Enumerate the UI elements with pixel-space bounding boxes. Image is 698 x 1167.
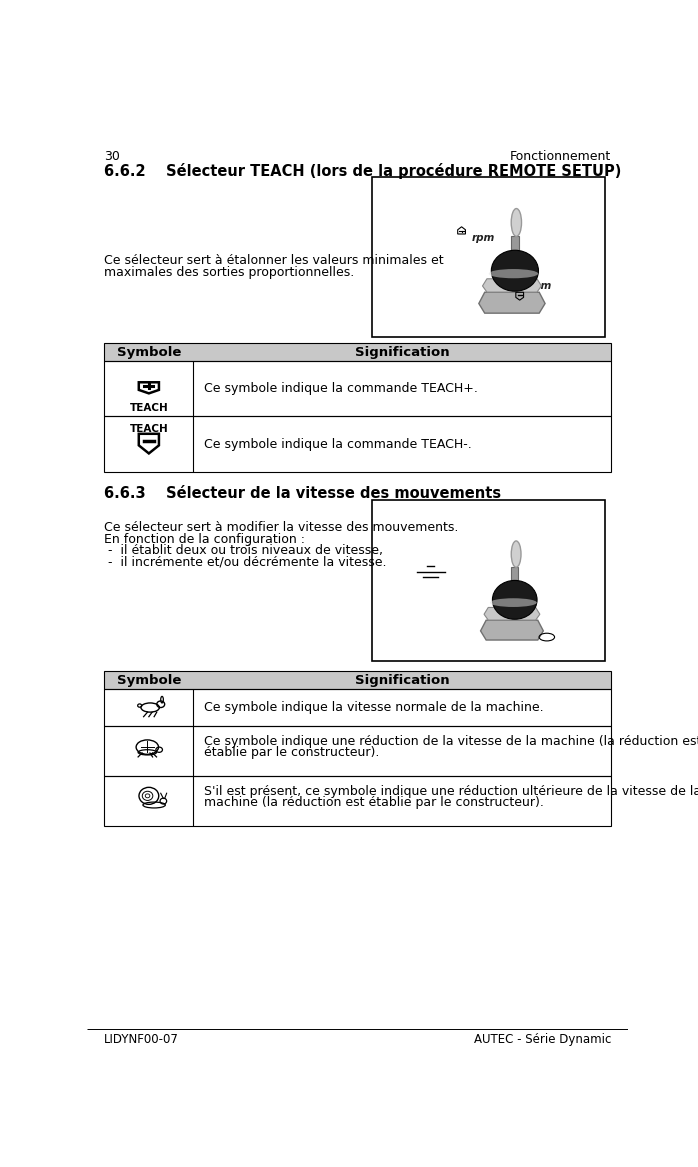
Text: Ce symbole indique la commande TEACH-.: Ce symbole indique la commande TEACH-.	[205, 438, 472, 450]
Bar	[104, 671, 611, 689]
Polygon shape	[482, 279, 542, 292]
Polygon shape	[480, 620, 543, 640]
Text: Ce sélecteur sert à étalonner les valeurs minimales et: Ce sélecteur sert à étalonner les valeur…	[104, 254, 444, 267]
Bar	[511, 236, 519, 250]
Text: Signification: Signification	[355, 347, 450, 359]
Bar	[511, 566, 518, 580]
Bar	[104, 776, 611, 826]
Text: TEACH: TEACH	[130, 404, 168, 413]
Text: Fonctionnement: Fonctionnement	[510, 151, 611, 163]
Text: -  il établit deux ou trois niveaux de vitesse,: - il établit deux ou trois niveaux de vi…	[104, 544, 383, 558]
Text: TEACH: TEACH	[130, 424, 168, 434]
Text: Symbole: Symbole	[117, 675, 181, 687]
Ellipse shape	[491, 250, 538, 292]
Polygon shape	[484, 608, 540, 620]
Bar	[104, 343, 611, 361]
Text: Ce symbole indique la vitesse normale de la machine.: Ce symbole indique la vitesse normale de…	[205, 701, 544, 714]
Text: Ce sélecteur sert à modifier la vitesse des mouvements.: Ce sélecteur sert à modifier la vitesse …	[104, 522, 459, 534]
Bar	[104, 689, 611, 726]
Bar	[104, 361, 611, 417]
Text: Ce symbole indique la commande TEACH+.: Ce symbole indique la commande TEACH+.	[205, 383, 478, 396]
Ellipse shape	[490, 599, 537, 607]
Text: En fonction de la configuration :: En fonction de la configuration :	[104, 533, 305, 546]
Text: Signification: Signification	[355, 675, 450, 687]
Ellipse shape	[492, 580, 537, 620]
Text: rpm: rpm	[472, 233, 495, 243]
Text: 30: 30	[104, 151, 120, 163]
Text: Ce symbole indique une réduction de la vitesse de la machine (la réduction est: Ce symbole indique une réduction de la v…	[205, 735, 698, 748]
Bar	[104, 671, 611, 689]
Text: maximales des sorties proportionnelles.: maximales des sorties proportionnelles.	[104, 266, 355, 279]
Text: LIDYNF00-07: LIDYNF00-07	[104, 1033, 179, 1047]
Bar	[104, 726, 611, 776]
Polygon shape	[479, 292, 545, 313]
Ellipse shape	[489, 270, 538, 278]
Text: rpm: rpm	[529, 281, 552, 291]
Bar	[373, 499, 605, 662]
Text: -  il incrémente et/ou décrémente la vitesse.: - il incrémente et/ou décrémente la vite…	[104, 555, 387, 568]
Bar	[104, 417, 611, 471]
Text: machine (la réduction est établie par le constructeur).: machine (la réduction est établie par le…	[205, 796, 544, 809]
Ellipse shape	[511, 209, 521, 237]
Text: 6.6.3    Sélecteur de la vitesse des mouvements: 6.6.3 Sélecteur de la vitesse des mouvem…	[104, 485, 501, 501]
Text: S'il est présent, ce symbole indique une réduction ultérieure de la vitesse de l: S'il est présent, ce symbole indique une…	[205, 785, 698, 798]
Text: établie par le constructeur).: établie par le constructeur).	[205, 746, 380, 759]
Bar	[104, 343, 611, 361]
Text: 6.6.2    Sélecteur TEACH (lors de la procédure REMOTE SETUP): 6.6.2 Sélecteur TEACH (lors de la procéd…	[104, 163, 622, 180]
Text: Symbole: Symbole	[117, 347, 181, 359]
Ellipse shape	[511, 541, 521, 567]
Text: AUTEC - Série Dynamic: AUTEC - Série Dynamic	[474, 1033, 611, 1047]
Bar	[373, 177, 605, 337]
